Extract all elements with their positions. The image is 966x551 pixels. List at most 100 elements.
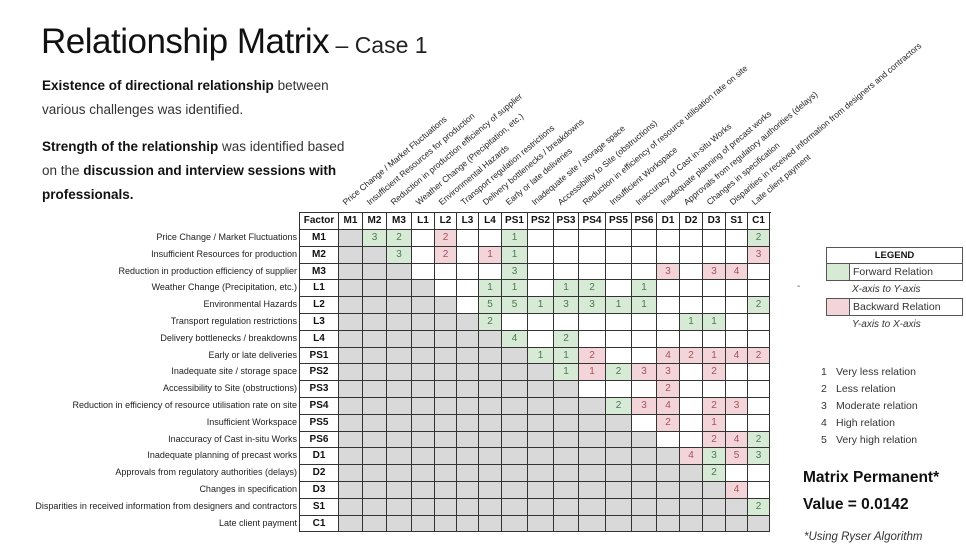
scale-item: 2 Less relation: [821, 381, 918, 398]
matrix-cell-m2-ps6: [632, 247, 657, 264]
row-header-l1: L1: [300, 280, 339, 297]
matrix-cell-c1-ps1: [502, 516, 528, 532]
matrix-cell-m2-m3: 3: [387, 247, 412, 264]
matrix-cell-ps6-l1: [412, 432, 435, 448]
matrix-cell-d2-ps4: [579, 465, 606, 482]
matrix-cell-ps3-ps2: [528, 381, 554, 398]
matrix-cell-m1-m1: [339, 230, 363, 247]
matrix-cell-d2-ps6: [632, 465, 657, 482]
column-header-ps2: PS2: [528, 213, 554, 230]
matrix-cell-l4-ps1: 4: [502, 331, 528, 348]
matrix-cell-l4-m3: [387, 331, 412, 348]
matrix-cell-l4-s1: [726, 331, 748, 348]
matrix-cell-l2-m3: [387, 297, 412, 314]
matrix-cell-m2-s1: [726, 247, 748, 264]
matrix-cell-d2-m1: [339, 465, 363, 482]
matrix-cell-ps6-m3: [387, 432, 412, 448]
matrix-cell-s1-ps6: [632, 499, 657, 516]
matrix-cell-m1-l1: [412, 230, 435, 247]
matrix-cell-ps2-s1: [726, 364, 748, 381]
row-label-l2: Environmental Hazards: [203, 299, 297, 309]
scale-label: Moderate relation: [836, 400, 918, 412]
matrix-cell-ps6-l2: [435, 432, 457, 448]
row-label-ps6: Inaccuracy of Cast in-situ Works: [168, 434, 297, 444]
matrix-cell-m1-d3: [703, 230, 726, 247]
matrix-cell-l4-ps5: [606, 331, 632, 348]
row-header-ps4: PS4: [300, 398, 339, 415]
matrix-cell-d2-ps5: [606, 465, 632, 482]
matrix-cell-m1-s1: [726, 230, 748, 247]
matrix-cell-m3-d2: [680, 264, 703, 280]
matrix-cell-l2-d2: [680, 297, 703, 314]
legend-forward: Forward Relation: [826, 264, 963, 281]
matrix-cell-m2-ps4: [579, 247, 606, 264]
matrix-cell-m3-d3: 3: [703, 264, 726, 280]
matrix-cell-d1-ps2: [528, 448, 554, 465]
backward-swatch: [827, 299, 850, 315]
matrix-cell-d2-l2: [435, 465, 457, 482]
matrix-cell-ps3-m1: [339, 381, 363, 398]
column-header-l3: L3: [457, 213, 479, 230]
matrix-cell-c1-ps2: [528, 516, 554, 532]
matrix-cell-ps2-m2: [363, 364, 387, 381]
row-header-m3: M3: [300, 264, 339, 280]
intro-p2-mid: was identified based on the: [42, 139, 345, 178]
matrix-cell-d1-ps5: [606, 448, 632, 465]
column-header-ps3: PS3: [554, 213, 579, 230]
matrix-cell-ps3-m3: [387, 381, 412, 398]
matrix-cell-ps3-c1: [748, 381, 770, 398]
matrix-cell-ps4-l3: [457, 398, 479, 415]
matrix-cell-l2-ps6: 1: [632, 297, 657, 314]
matrix-cell-ps4-l4: [479, 398, 502, 415]
legend-backward-note: Y-axis to X-axis: [852, 319, 921, 330]
legend: LEGEND Forward Relation X-axis to Y-axis…: [826, 247, 963, 333]
matrix-cell-ps1-ps3: 1: [554, 348, 579, 364]
matrix-cell-ps1-d1: 4: [657, 348, 680, 364]
matrix-cell-ps4-m3: [387, 398, 412, 415]
matrix-cell-l3-c1: [748, 314, 770, 331]
matrix-cell-c1-ps6: [632, 516, 657, 532]
matrix-cell-l2-l2: [435, 297, 457, 314]
matrix-cell-d3-l2: [435, 482, 457, 499]
intro-p2-bold2: discussion and interview sessions with p…: [42, 163, 337, 202]
intro-p1-bold: Existence of directional relationship: [42, 78, 274, 93]
matrix-cell-ps6-ps2: [528, 432, 554, 448]
matrix-cell-ps5-ps5: [606, 415, 632, 432]
matrix-cell-m2-m1: [339, 247, 363, 264]
matrix-cell-l1-l1: [412, 280, 435, 297]
matrix-cell-m3-d1: 3: [657, 264, 680, 280]
matrix-cell-m2-m2: [363, 247, 387, 264]
matrix-cell-l2-ps3: 3: [554, 297, 579, 314]
matrix-cell-l4-ps6: [632, 331, 657, 348]
matrix-cell-ps3-d2: [680, 381, 703, 398]
matrix-cell-d1-d3: 3: [703, 448, 726, 465]
matrix-cell-s1-ps4: [579, 499, 606, 516]
matrix-cell-ps4-c1: [748, 398, 770, 415]
matrix-cell-ps5-s1: [726, 415, 748, 432]
matrix-cell-d3-l1: [412, 482, 435, 499]
matrix-cell-d1-l3: [457, 448, 479, 465]
matrix-cell-c1-c1: [748, 516, 770, 532]
stray-dash: -: [797, 281, 801, 292]
row-label-l3: Transport regulation restrictions: [170, 316, 297, 326]
matrix-cell-ps5-c1: [748, 415, 770, 432]
matrix-cell-d1-m1: [339, 448, 363, 465]
matrix-permanent-label: Matrix Permanent*: [803, 469, 940, 486]
matrix-cell-s1-d2: [680, 499, 703, 516]
column-header-ps1: PS1: [502, 213, 528, 230]
matrix-cell-c1-l3: [457, 516, 479, 532]
matrix-cell-ps1-s1: 4: [726, 348, 748, 364]
matrix-cell-ps2-l3: [457, 364, 479, 381]
matrix-cell-ps6-ps5: [606, 432, 632, 448]
legend-backward: Backward Relation: [826, 298, 963, 316]
matrix-cell-c1-d1: [657, 516, 680, 532]
matrix-cell-l2-ps4: 3: [579, 297, 606, 314]
matrix-cell-ps2-l2: [435, 364, 457, 381]
row-label-s1: Disparities in received information from…: [35, 501, 297, 511]
matrix-cell-d2-d3: 2: [703, 465, 726, 482]
scale-item: 1 Very less relation: [821, 364, 918, 381]
matrix-cell-d3-m1: [339, 482, 363, 499]
matrix-cell-m1-d1: [657, 230, 680, 247]
matrix-cell-ps4-m1: [339, 398, 363, 415]
matrix-cell-l3-l4: 2: [479, 314, 502, 331]
